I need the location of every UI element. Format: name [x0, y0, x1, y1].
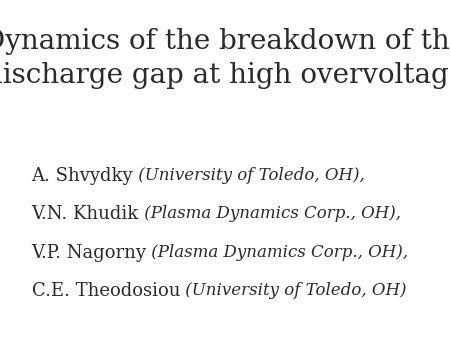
Text: (Plasma Dynamics Corp., OH),: (Plasma Dynamics Corp., OH),: [147, 244, 409, 261]
Text: (University of Toledo, OH): (University of Toledo, OH): [180, 282, 406, 299]
Text: (University of Toledo, OH),: (University of Toledo, OH),: [133, 167, 365, 184]
Text: (Plasma Dynamics Corp., OH),: (Plasma Dynamics Corp., OH),: [139, 205, 401, 222]
Text: A. Shvydky: A. Shvydky: [32, 167, 133, 185]
Text: C.E. Theodosiou: C.E. Theodosiou: [32, 282, 180, 300]
Text: Dynamics of the breakdown of the
discharge gap at high overvoltage: Dynamics of the breakdown of the dischar…: [0, 28, 450, 89]
Text: V.P. Nagorny: V.P. Nagorny: [32, 244, 147, 262]
Text: V.N. Khudik: V.N. Khudik: [32, 205, 139, 223]
